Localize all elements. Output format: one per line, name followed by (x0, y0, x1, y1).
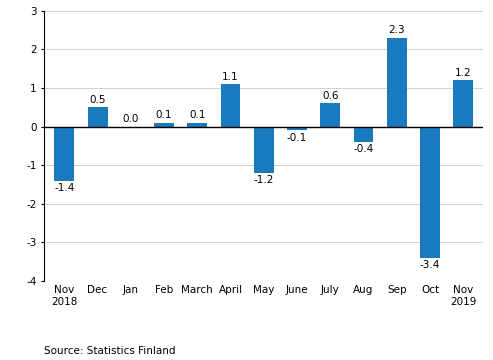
Text: Source: Statistics Finland: Source: Statistics Finland (44, 346, 176, 356)
Bar (320, 103, 340, 126)
Bar (453, 80, 473, 126)
Bar (353, 126, 374, 142)
Bar (254, 126, 274, 173)
Bar (220, 84, 241, 126)
Text: -1.2: -1.2 (253, 175, 274, 185)
Text: -1.4: -1.4 (54, 183, 74, 193)
Text: -0.1: -0.1 (287, 133, 307, 143)
Bar (54, 126, 74, 180)
Bar (387, 38, 407, 126)
Bar (187, 123, 207, 126)
Text: -3.4: -3.4 (420, 260, 440, 270)
Text: 0.5: 0.5 (89, 95, 106, 105)
Text: 0.0: 0.0 (123, 114, 139, 124)
Text: 0.6: 0.6 (322, 91, 339, 101)
Text: 1.1: 1.1 (222, 72, 239, 82)
Bar (420, 126, 440, 258)
Bar (88, 107, 107, 126)
Bar (287, 126, 307, 130)
Text: 1.2: 1.2 (455, 68, 471, 78)
Text: 2.3: 2.3 (388, 26, 405, 36)
Bar (154, 123, 174, 126)
Text: 0.1: 0.1 (156, 111, 172, 120)
Text: -0.4: -0.4 (353, 144, 374, 154)
Text: 0.1: 0.1 (189, 111, 206, 120)
